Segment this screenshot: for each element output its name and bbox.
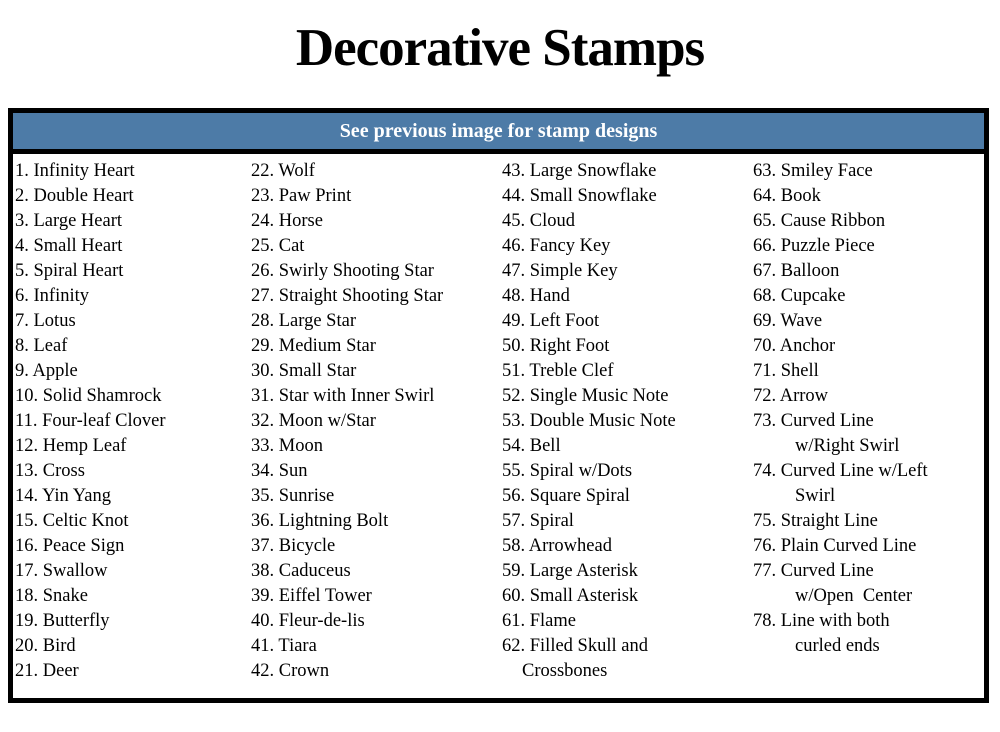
list-item: 70. Anchor <box>753 336 836 356</box>
list-item: 39. Eiffel Tower <box>251 586 372 606</box>
list-item: 27. Straight Shooting Star <box>251 286 444 306</box>
list-item: 13. Cross <box>15 461 85 481</box>
list-item: 17. Swallow <box>15 561 108 581</box>
list-item: 36. Lightning Bolt <box>251 511 389 531</box>
list-item: 62. Filled Skull and Crossbones <box>502 636 648 681</box>
list-item: 38. Caduceus <box>251 561 351 581</box>
list-item: 43. Large Snowflake <box>502 161 657 181</box>
list-item: 31. Star with Inner Swirl <box>251 386 435 406</box>
table-header-label: See previous image for stamp designs <box>339 119 658 142</box>
list-item: 56. Square Spiral <box>502 486 630 506</box>
list-item: 68. Cupcake <box>753 286 846 306</box>
list-item: 20. Bird <box>15 636 76 656</box>
list-item: 7. Lotus <box>15 311 76 331</box>
list-item: 58. Arrowhead <box>502 536 612 556</box>
list-item: 30. Small Star <box>251 361 357 381</box>
stamp-column-1: 1. Infinity Heart 2. Double Heart 3. Large… <box>15 159 251 684</box>
list-item: 55. Spiral w/Dots <box>502 461 633 481</box>
list-item: 23. Paw Print <box>251 186 352 206</box>
list-item: 15. Celtic Knot <box>15 511 129 531</box>
stamp-column-4: 63. Smiley Face 64. Book 65. Cause Ribbon 6… <box>753 159 984 684</box>
list-item: 64. Book <box>753 186 821 206</box>
stamp-column-2: 22. Wolf 23. Paw Print 24. Horse 25. Cat 26.… <box>251 159 502 684</box>
stamp-columns: 1. Infinity Heart 2. Double Heart 3. Large… <box>13 154 984 684</box>
list-item: 25. Cat <box>251 236 305 256</box>
list-item: 5. Spiral Heart <box>15 261 124 281</box>
list-item: 61. Flame <box>502 611 576 631</box>
list-item: 11. Four-leaf Clover <box>15 411 166 431</box>
list-item: 69. Wave <box>753 311 823 331</box>
list-item: 67. Balloon <box>753 261 840 281</box>
list-item: 19. Butterfly <box>15 611 110 631</box>
table-header: See previous image for stamp designs <box>13 113 984 154</box>
list-item: 57. Spiral <box>502 511 574 531</box>
list-item: 33. Moon <box>251 436 323 456</box>
list-item: 16. Peace Sign <box>15 536 125 556</box>
list-item: 2. Double Heart <box>15 186 134 206</box>
list-item: 18. Snake <box>15 586 88 606</box>
list-item: 53. Double Music Note <box>502 411 676 431</box>
list-item: 3. Large Heart <box>15 211 123 231</box>
list-item: 40. Fleur-de-lis <box>251 611 365 631</box>
list-item: 73. Curved Line w/Right Swirl <box>753 411 900 456</box>
list-item: 24. Horse <box>251 211 323 231</box>
list-item: 37. Bicycle <box>251 536 336 556</box>
list-item: 72. Arrow <box>753 386 829 406</box>
list-item: 35. Sunrise <box>251 486 335 506</box>
list-item: 1. Infinity Heart <box>15 161 135 181</box>
list-item: 77. Curved Line w/Open Center <box>753 561 913 606</box>
list-item: 6. Infinity <box>15 286 89 306</box>
list-item: 60. Small Asterisk <box>502 586 639 606</box>
list-item: 54. Bell <box>502 436 561 456</box>
list-item: 45. Cloud <box>502 211 575 231</box>
list-item: 75. Straight Line <box>753 511 878 531</box>
list-item: 46. Fancy Key <box>502 236 611 256</box>
list-item: 50. Right Foot <box>502 336 610 356</box>
list-item: 76. Plain Curved Line <box>753 536 917 556</box>
list-item: 21. Deer <box>15 661 79 681</box>
stamp-table: See previous image for stamp designs 1. … <box>8 108 989 703</box>
list-item: 66. Puzzle Piece <box>753 236 875 256</box>
list-item: 22. Wolf <box>251 161 315 181</box>
list-item: 74. Curved Line w/Left Swirl <box>753 461 928 506</box>
list-item: 63. Smiley Face <box>753 161 873 181</box>
list-item: 14. Yin Yang <box>15 486 111 506</box>
list-item: 71. Shell <box>753 361 819 381</box>
page-title: Decorative Stamps <box>295 19 705 77</box>
list-item: 44. Small Snowflake <box>502 186 657 206</box>
list-item: 9. Apple <box>15 361 78 381</box>
list-item: 26. Swirly Shooting Star <box>251 261 434 281</box>
list-item: 51. Treble Clef <box>502 361 614 381</box>
list-item: 78. Line with both curled ends <box>753 611 890 656</box>
list-item: 4. Small Heart <box>15 236 123 256</box>
list-item: 32. Moon w/Star <box>251 411 376 431</box>
list-item: 41. Tiara <box>251 636 317 656</box>
list-item: 48. Hand <box>502 286 570 306</box>
list-item: 10. Solid Shamrock <box>15 386 162 406</box>
list-item: 34. Sun <box>251 461 308 481</box>
list-item: 12. Hemp Leaf <box>15 436 127 456</box>
list-item: 65. Cause Ribbon <box>753 211 886 231</box>
list-item: 29. Medium Star <box>251 336 376 356</box>
stamp-column-3: 43. Large Snowflake 44. Small Snowflake 45… <box>502 159 753 684</box>
list-item: 59. Large Asterisk <box>502 561 638 581</box>
list-item: 52. Single Music Note <box>502 386 669 406</box>
list-item: 28. Large Star <box>251 311 356 331</box>
list-item: 47. Simple Key <box>502 261 618 281</box>
list-item: 42. Crown <box>251 661 330 681</box>
list-item: 49. Left Foot <box>502 311 600 331</box>
list-item: 8. Leaf <box>15 336 68 356</box>
